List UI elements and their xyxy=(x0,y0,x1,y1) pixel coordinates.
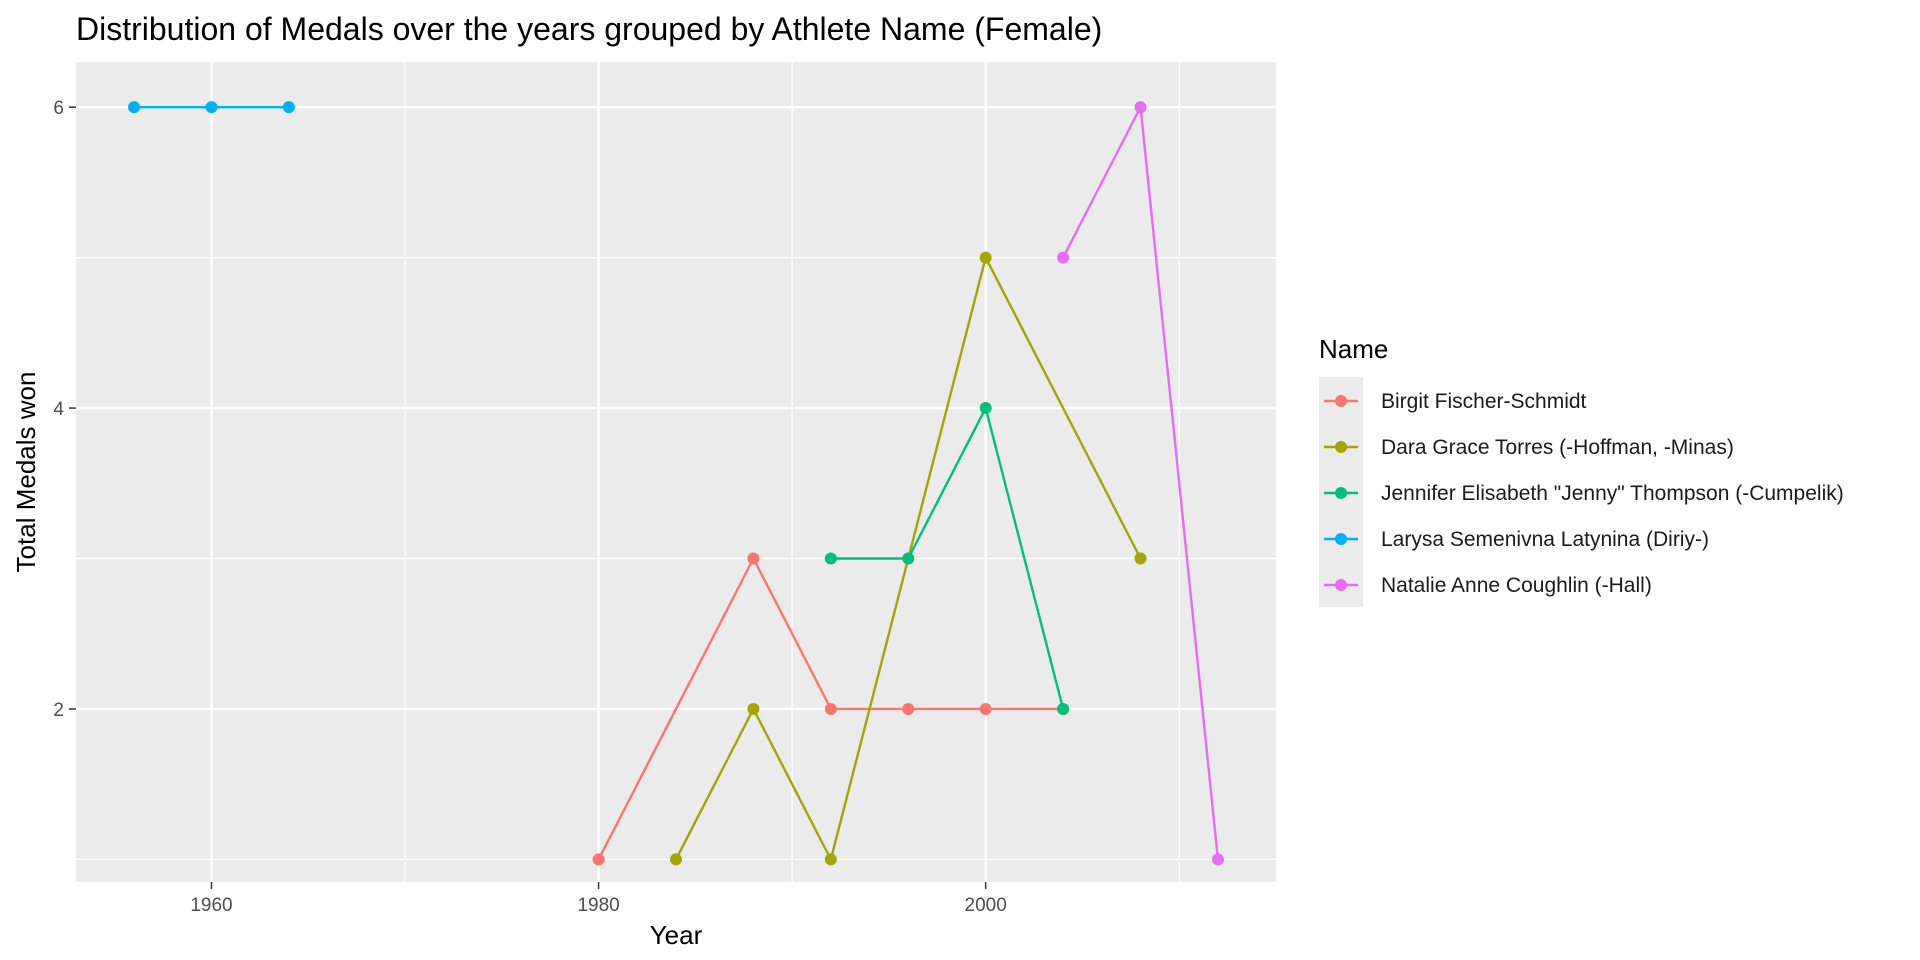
y-axis-title: Total Medals won xyxy=(11,372,41,573)
series-4 xyxy=(128,101,295,114)
data-point xyxy=(824,552,837,565)
data-point xyxy=(128,101,141,114)
x-axis: 1960 1980 2000 xyxy=(190,882,1007,916)
data-point xyxy=(1211,853,1224,866)
legend-item: Birgit Fischer-Schmidt xyxy=(1324,390,1587,413)
legend-label: Natalie Anne Coughlin (-Hall) xyxy=(1381,574,1652,597)
data-point xyxy=(1057,702,1070,715)
series-5 xyxy=(1057,101,1224,866)
data-point xyxy=(1134,101,1147,114)
legend-key-point xyxy=(1335,441,1347,453)
data-point xyxy=(902,702,915,715)
legend-label: Dara Grace Torres (-Hoffman, -Minas) xyxy=(1381,436,1734,459)
data-point xyxy=(282,101,295,114)
legend-label: Jennifer Elisabeth "Jenny" Thompson (-Cu… xyxy=(1381,482,1844,505)
data-point xyxy=(1134,552,1147,565)
data-point xyxy=(824,702,837,715)
y-tick-label: 4 xyxy=(53,399,64,420)
x-axis-title: Year xyxy=(650,920,703,950)
legend-title: Name xyxy=(1319,334,1388,364)
x-tick-label: 1960 xyxy=(190,895,232,916)
data-point xyxy=(747,702,760,715)
plot-panel xyxy=(76,62,1276,882)
legend-label: Larysa Semenivna Latynina (Diriy-) xyxy=(1381,528,1709,551)
legend-key-point xyxy=(1335,395,1347,407)
legend-item: Larysa Semenivna Latynina (Diriy-) xyxy=(1324,528,1709,551)
legend: Name Birgit Fischer-Schmidt Dara Grace To… xyxy=(1319,334,1844,607)
y-tick-label: 2 xyxy=(53,700,64,721)
chart-title: Distribution of Medals over the years gr… xyxy=(76,11,1102,47)
x-tick-label: 1980 xyxy=(577,895,619,916)
legend-key-point xyxy=(1335,487,1347,499)
y-tick-label: 6 xyxy=(53,98,64,119)
data-point xyxy=(979,251,992,264)
data-point xyxy=(592,853,605,866)
data-point xyxy=(747,552,760,565)
data-point xyxy=(1057,251,1070,264)
y-axis: 2 4 6 xyxy=(53,98,76,721)
data-point xyxy=(824,853,837,866)
series-2 xyxy=(670,251,1147,866)
x-tick-label: 2000 xyxy=(965,895,1007,916)
series-line xyxy=(830,406,1065,710)
data-point xyxy=(205,101,218,114)
legend-items: Birgit Fischer-Schmidt Dara Grace Torres … xyxy=(1324,390,1844,597)
data-point xyxy=(979,702,992,715)
legend-label: Birgit Fischer-Schmidt xyxy=(1381,390,1587,413)
legend-key-point xyxy=(1335,533,1347,545)
data-point xyxy=(670,853,682,866)
series-layer xyxy=(128,101,1224,866)
legend-item: Dara Grace Torres (-Hoffman, -Minas) xyxy=(1324,436,1734,459)
legend-key-point xyxy=(1335,579,1347,591)
legend-item: Natalie Anne Coughlin (-Hall) xyxy=(1324,574,1652,597)
data-point xyxy=(979,402,992,415)
series-3 xyxy=(824,402,1070,715)
legend-item: Jennifer Elisabeth "Jenny" Thompson (-Cu… xyxy=(1324,482,1844,505)
data-point xyxy=(902,552,915,565)
